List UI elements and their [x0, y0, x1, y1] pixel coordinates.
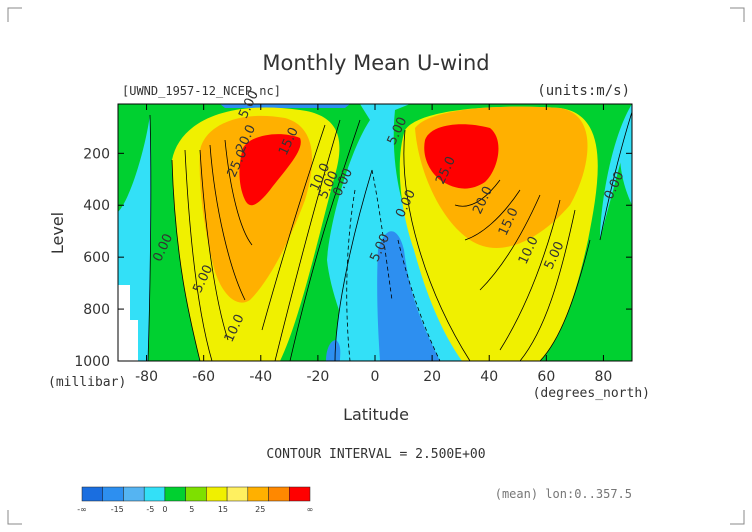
region-blue-wedge	[377, 231, 440, 361]
x-tick-label: 40	[480, 369, 498, 385]
y-tick-label: 1000	[74, 354, 110, 370]
negative-contours	[346, 169, 441, 361]
colorbar-swatch	[164, 486, 186, 502]
colorbar-label: 0	[162, 505, 167, 514]
units-label: (units:m/s)	[537, 83, 630, 99]
contour-interval: CONTOUR INTERVAL = 2.500E+00	[266, 447, 485, 462]
y-tick-label: 800	[83, 302, 110, 318]
y-tick-label: 200	[83, 146, 110, 162]
corner-mark-bl	[7, 510, 22, 525]
colorbar-swatch	[102, 486, 124, 502]
y-axis-unit: (millibar)	[48, 375, 126, 390]
colorbar-swatch	[123, 486, 145, 502]
colorbar-swatch	[268, 486, 290, 502]
colorbar-swatch	[81, 486, 103, 502]
x-tick-label: -80	[135, 369, 158, 385]
x-tick-label: 20	[423, 369, 441, 385]
colorbar-label: -∞	[77, 505, 87, 514]
colorbar-swatch	[143, 486, 166, 502]
colorbar-label: 15	[218, 505, 228, 514]
colorbar-label: -15	[111, 505, 124, 514]
chart-title: Monthly Mean U-wind	[262, 51, 489, 75]
corner-mark-tr	[730, 7, 745, 22]
x-tick-label: -40	[249, 369, 272, 385]
colorbar-swatch	[185, 486, 207, 502]
colorbar-swatch	[289, 486, 311, 502]
colorbar-label: 5	[189, 505, 194, 514]
colorbar-label: ∞	[307, 505, 314, 514]
x-axis-unit: (degrees_north)	[533, 386, 650, 401]
colorbar-label: 25	[255, 505, 265, 514]
region-blue-spot	[326, 340, 341, 361]
colorbar-label: -5	[146, 505, 154, 514]
x-tick-label: 60	[537, 369, 555, 385]
contour-field	[118, 104, 632, 361]
region-red-north	[424, 124, 499, 189]
x-axis: -80 -60 -40 -20 0 20 40 60 80	[135, 104, 612, 385]
region-red-south	[239, 134, 301, 206]
y-axis-title: Level	[48, 212, 67, 254]
mean-label: (mean) lon:0..357.5	[495, 487, 632, 501]
colorbar-swatch	[247, 486, 269, 502]
corner-mark-tl	[7, 7, 22, 22]
x-axis-title: Latitude	[343, 405, 409, 424]
y-tick-label: 400	[83, 198, 110, 214]
corner-mark-br	[730, 510, 745, 525]
colorbar-swatch	[226, 486, 249, 502]
x-tick-label: -60	[192, 369, 215, 385]
colorbar-swatch	[206, 486, 228, 502]
x-tick-label: -20	[306, 369, 329, 385]
region-cyan-notch	[619, 104, 632, 205]
x-tick-label: 80	[595, 369, 613, 385]
x-tick-label: 0	[371, 369, 380, 385]
contour-lines	[147, 111, 632, 361]
y-tick-label: 600	[83, 250, 110, 266]
region-missing	[118, 285, 138, 361]
file-label: [UWND_1957-12_NCEP.nc]	[122, 84, 281, 98]
y-axis: 200 400 600 800 1000	[74, 146, 632, 370]
colorbar: -∞ -15 -5 0 5 15 25 ∞	[77, 486, 314, 514]
